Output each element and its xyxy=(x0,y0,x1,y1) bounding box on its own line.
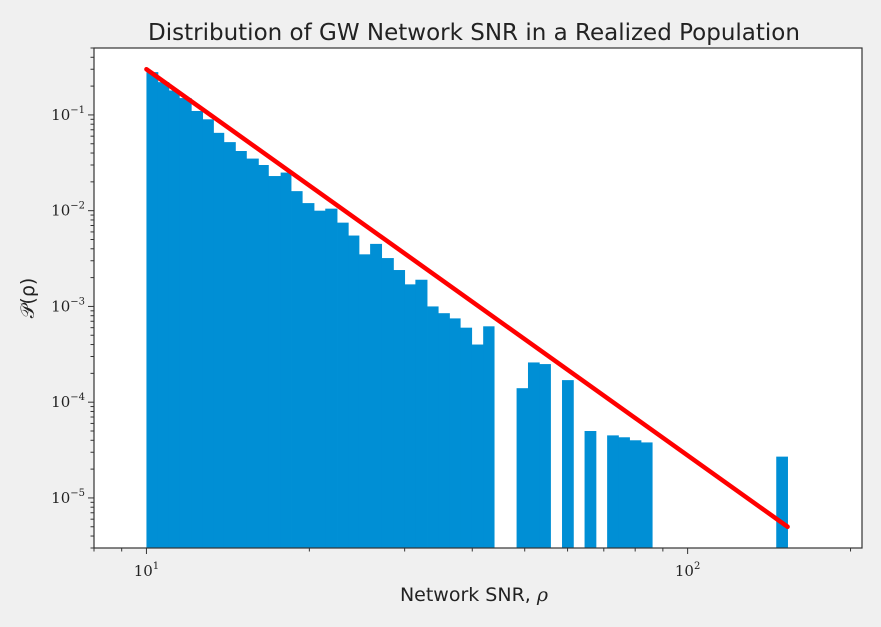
histogram-bar xyxy=(393,270,406,548)
histogram-bar xyxy=(246,158,259,549)
histogram-bar xyxy=(640,442,653,548)
y-tick-label: 10−1 xyxy=(51,105,85,124)
histogram-bar xyxy=(776,456,788,548)
histogram-bar xyxy=(527,362,540,548)
histogram-bar xyxy=(460,327,473,548)
histogram-bar xyxy=(358,254,371,549)
fit-line xyxy=(144,66,790,530)
histogram-bar xyxy=(449,318,461,548)
histogram-bar xyxy=(268,176,282,549)
histogram-bar xyxy=(348,235,360,548)
y-tick-label: 10−3 xyxy=(51,296,85,315)
histogram-bar xyxy=(584,431,597,548)
histogram-bar xyxy=(337,222,349,549)
x-tick-label: 101 xyxy=(134,561,159,580)
y-axis-ticks: 10−1 10−2 10−3 10−4 10−5 xyxy=(51,47,94,549)
histogram-bar xyxy=(223,142,236,549)
y-tick-label: 10−2 xyxy=(51,201,85,220)
histogram-bar xyxy=(314,210,326,549)
histogram-bar xyxy=(168,90,180,548)
chart-title: Distribution of GW Network SNR in a Real… xyxy=(148,20,800,46)
histogram-bar xyxy=(427,306,439,548)
histogram-bar xyxy=(607,435,619,548)
y-tick-label: 10−5 xyxy=(51,488,85,507)
histogram-bar xyxy=(415,279,428,548)
histogram-bar xyxy=(539,364,551,548)
histogram-bar xyxy=(179,98,192,548)
histogram-bar xyxy=(146,72,159,548)
histogram-bar xyxy=(370,243,383,548)
histogram-bar xyxy=(213,132,225,548)
histogram-bar xyxy=(157,82,170,548)
histogram-bar xyxy=(404,284,416,548)
x-axis-ticks: 101 102 xyxy=(93,548,852,580)
plot-frame xyxy=(93,47,863,549)
histogram-bar xyxy=(325,208,338,548)
histogram-bar xyxy=(629,440,642,548)
histogram-bar xyxy=(291,191,303,549)
x-tick-label: 102 xyxy=(675,561,700,580)
histogram-bar xyxy=(516,388,529,548)
histogram-bar xyxy=(618,437,630,548)
histogram-bar xyxy=(202,119,214,548)
histogram-bar xyxy=(191,110,204,548)
histogram-bar xyxy=(381,258,394,548)
histogram-bar xyxy=(562,380,574,548)
histogram-bar xyxy=(471,344,484,548)
y-tick-label: 10−4 xyxy=(51,392,85,411)
power-law-fit xyxy=(144,66,790,530)
histogram-bar xyxy=(258,164,269,548)
histogram-bar xyxy=(438,313,450,548)
histogram-bar xyxy=(280,172,292,548)
histogram-bar xyxy=(483,326,495,548)
y-axis-label: 𝒫(ρ) xyxy=(17,278,39,319)
histogram-bar xyxy=(302,203,315,549)
histogram-bars xyxy=(146,72,788,549)
histogram-bar xyxy=(235,151,247,549)
x-axis-label: Network SNR, ρ xyxy=(400,584,549,606)
